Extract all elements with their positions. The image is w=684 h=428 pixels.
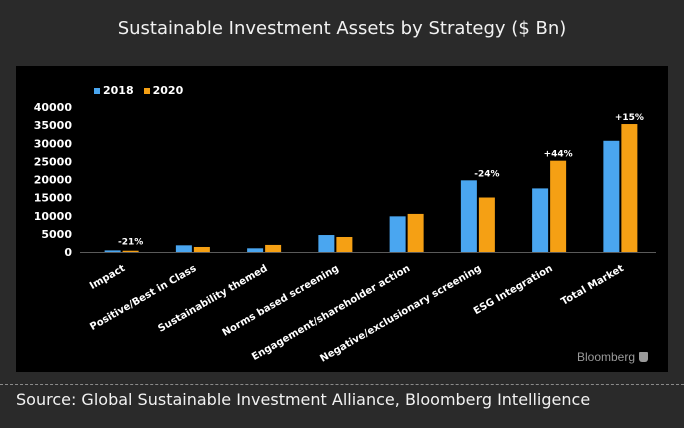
source-note: Source: Global Sustainable Investment Al… [16, 390, 591, 409]
x-tick-label: Norms based screening [221, 263, 341, 339]
y-tick-label: 25000 [34, 155, 73, 168]
legend-label-2018: 2018 [103, 84, 134, 97]
x-tick-label: Impact [88, 263, 127, 292]
chart-title: Sustainable Investment Assets by Strateg… [117, 18, 567, 39]
chart-panel: 2018 2020 0 5000 10000 15000 20000 25000 30000… [16, 66, 668, 372]
y-tick-label: 30000 [34, 137, 73, 150]
legend-label-2020: 2020 [152, 84, 184, 97]
y-tick-label: 20000 [34, 174, 73, 187]
brand-label: Bloomberg [576, 350, 635, 364]
y-tick-label: 35000 [34, 119, 73, 132]
bloomberg-logo: Bloomberg [577, 350, 648, 364]
bar-2020-positive-best-in-class [193, 246, 210, 252]
bar-2018-sustainability-themed [247, 248, 264, 252]
bar-2018-positive-best-in-class [175, 245, 192, 252]
bar-2020-total-market [621, 124, 638, 252]
legend-item-2018: 2018 [94, 84, 134, 97]
bar-2020-impact [122, 250, 139, 252]
y-tick-label: 0 [64, 246, 72, 259]
data-annotation: -21% [118, 237, 143, 247]
bar-2020-norms-based-screening [336, 236, 353, 252]
bar-2020-esg-integration [550, 160, 567, 252]
source-divider [0, 384, 684, 385]
bar-2018-total-market [603, 140, 620, 252]
legend-swatch-2018 [94, 87, 100, 94]
bar-2018-negative-exclusionary-screening [460, 180, 477, 252]
legend: 2018 2020 [94, 84, 183, 97]
y-tick-label: 5000 [41, 228, 72, 241]
bar-2018-engagement-shareholder-action [389, 216, 406, 252]
bar-2020-sustainability-themed [265, 244, 282, 252]
bar-chart: 0 5000 10000 15000 20000 25000 30000 35000 40000… [34, 101, 656, 365]
legend-item-2020: 2020 [143, 84, 184, 97]
bar-2020-negative-exclusionary-screening [478, 197, 495, 252]
x-tick-label: ESG Integration [472, 263, 555, 317]
data-annotation: +44% [544, 150, 573, 160]
data-annotation: -24% [474, 169, 499, 179]
bar-2020-engagement-shareholder-action [407, 213, 424, 252]
x-tick-label: Total Market [559, 263, 626, 308]
bloomberg-icon [639, 352, 648, 362]
legend-swatch-2020 [143, 87, 150, 94]
data-annotation: +15% [615, 113, 644, 123]
y-tick-label: 40000 [34, 101, 73, 114]
y-tick-label: 15000 [34, 192, 73, 205]
bar-2018-esg-integration [532, 188, 549, 252]
y-tick-label: 10000 [34, 210, 73, 223]
bar-2018-impact [104, 250, 121, 252]
bar-2018-norms-based-screening [318, 235, 335, 252]
